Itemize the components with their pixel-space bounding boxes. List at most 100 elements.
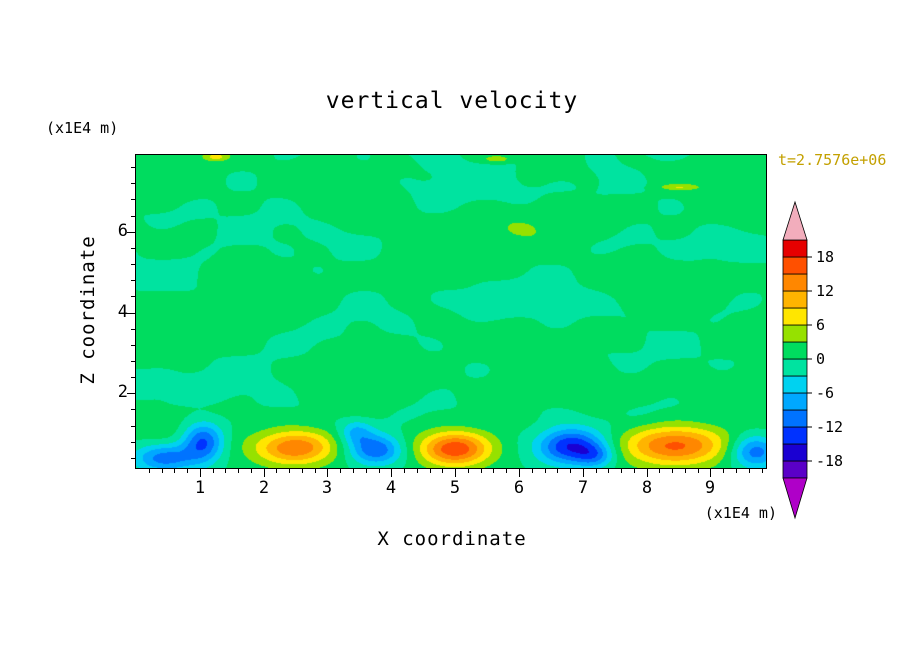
colorbar-segment xyxy=(782,307,808,326)
x-minor-tick xyxy=(162,469,163,473)
x-major-tick xyxy=(455,469,456,477)
x-major-tick xyxy=(327,469,328,477)
x-minor-tick xyxy=(340,469,341,473)
x-minor-tick xyxy=(404,469,405,473)
colorbar: 18 12 6 0 -6 -12 -18 xyxy=(782,200,843,520)
z-tick-label: 4 xyxy=(117,302,128,322)
colorbar-label: -6 xyxy=(816,384,834,402)
colorbar-segment xyxy=(782,341,808,360)
x-axis-unit: (x1E4 m) xyxy=(704,504,777,522)
x-minor-tick xyxy=(685,469,686,473)
z-minor-tick xyxy=(131,361,135,362)
colorbar-under-arrow xyxy=(782,477,808,520)
z-major-tick xyxy=(127,232,135,233)
x-minor-tick xyxy=(442,469,443,473)
x-minor-tick xyxy=(493,469,494,473)
x-minor-tick xyxy=(417,469,418,473)
x-major-tick xyxy=(391,469,392,477)
x-minor-tick xyxy=(749,469,750,473)
z-minor-tick xyxy=(131,345,135,346)
x-tick-label: 9 xyxy=(704,478,716,498)
colorbar-label: 6 xyxy=(816,316,825,334)
x-major-tick xyxy=(264,469,265,477)
time-label: t=2.7576e+06 xyxy=(778,151,887,169)
colorbar-segment xyxy=(782,392,808,411)
x-major-tick xyxy=(647,469,648,477)
z-tick-label: 6 xyxy=(117,221,128,241)
x-tick-label: 1 xyxy=(194,478,206,498)
x-minor-tick xyxy=(762,469,763,473)
z-axis-unit: (x1E4 m) xyxy=(46,119,119,137)
colorbar-label: 0 xyxy=(816,350,825,368)
x-minor-tick xyxy=(289,469,290,473)
x-tick-label: 4 xyxy=(385,478,397,498)
colorbar-segment xyxy=(782,443,808,462)
x-minor-tick xyxy=(187,469,188,473)
x-tick-label: 7 xyxy=(577,478,589,498)
x-tick-label: 3 xyxy=(321,478,333,498)
z-minor-tick xyxy=(131,329,135,330)
x-tick-label: 2 xyxy=(258,478,270,498)
x-major-tick xyxy=(200,469,201,477)
z-minor-tick xyxy=(131,199,135,200)
x-minor-tick xyxy=(506,469,507,473)
z-major-tick xyxy=(127,393,135,394)
x-major-tick xyxy=(519,469,520,477)
colorbar-segment xyxy=(782,324,808,343)
x-minor-tick xyxy=(545,469,546,473)
x-minor-tick xyxy=(149,469,150,473)
x-minor-tick xyxy=(174,469,175,473)
x-minor-tick xyxy=(659,469,660,473)
x-tick-label: 6 xyxy=(513,478,525,498)
x-minor-tick xyxy=(634,469,635,473)
x-major-tick xyxy=(583,469,584,477)
x-minor-tick xyxy=(736,469,737,473)
colorbar-segment xyxy=(782,426,808,445)
z-tick-label: 2 xyxy=(117,382,128,402)
x-axis-title: X coordinate xyxy=(377,528,527,550)
colorbar-segment xyxy=(782,239,808,258)
z-minor-tick xyxy=(131,409,135,410)
z-minor-tick xyxy=(131,167,135,168)
z-minor-tick xyxy=(131,216,135,217)
colorbar-segment xyxy=(782,375,808,394)
x-minor-tick xyxy=(366,469,367,473)
x-minor-tick xyxy=(698,469,699,473)
z-minor-tick xyxy=(131,442,135,443)
colorbar-label: -12 xyxy=(816,418,843,436)
x-minor-tick xyxy=(481,469,482,473)
colorbar-segment xyxy=(782,409,808,428)
x-minor-tick xyxy=(672,469,673,473)
x-minor-tick xyxy=(596,469,597,473)
x-minor-tick xyxy=(315,469,316,473)
z-minor-tick xyxy=(131,280,135,281)
x-minor-tick xyxy=(225,469,226,473)
x-minor-tick xyxy=(353,469,354,473)
colorbar-over-arrow xyxy=(782,200,808,241)
x-tick-label: 8 xyxy=(641,478,653,498)
x-major-tick xyxy=(710,469,711,477)
z-major-tick xyxy=(127,313,135,314)
x-minor-tick xyxy=(621,469,622,473)
chart-title: vertical velocity xyxy=(325,88,579,114)
colorbar-segment xyxy=(782,460,808,479)
colorbar-segment xyxy=(782,290,808,309)
z-minor-tick xyxy=(131,296,135,297)
z-minor-tick xyxy=(131,458,135,459)
x-minor-tick xyxy=(430,469,431,473)
x-minor-tick xyxy=(251,469,252,473)
colorbar-label: 12 xyxy=(816,282,834,300)
colorbar-segment xyxy=(782,358,808,377)
x-minor-tick xyxy=(302,469,303,473)
x-minor-tick xyxy=(468,469,469,473)
contour-canvas xyxy=(136,155,766,468)
x-minor-tick xyxy=(213,469,214,473)
x-minor-tick xyxy=(723,469,724,473)
z-minor-tick xyxy=(131,248,135,249)
colorbar-segment xyxy=(782,273,808,292)
z-minor-tick xyxy=(131,377,135,378)
z-minor-tick xyxy=(131,264,135,265)
x-minor-tick xyxy=(608,469,609,473)
colorbar-segment xyxy=(782,256,808,275)
colorbar-label: 18 xyxy=(816,248,834,266)
